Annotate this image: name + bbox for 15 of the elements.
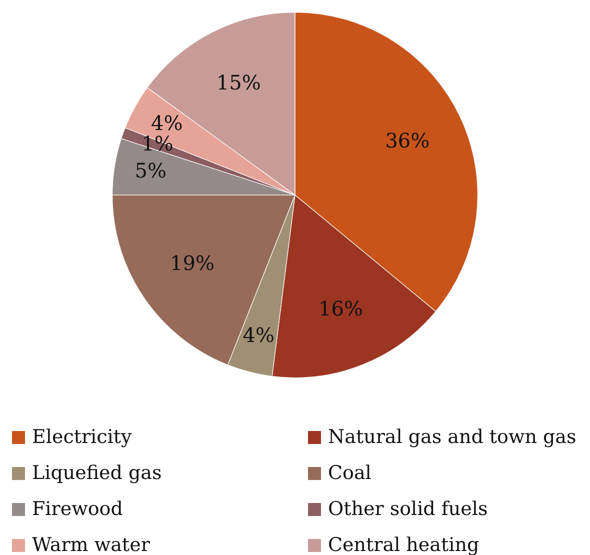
data-label: 4% (242, 322, 275, 347)
legend-label: Electricity (32, 426, 132, 448)
legend-label: Other solid fuels (328, 498, 488, 520)
legend-label: Warm water (32, 534, 150, 555)
data-label: 36% (385, 128, 430, 152)
data-label: 4% (151, 110, 183, 135)
legend-label: Firewood (32, 498, 123, 520)
data-label: 16% (318, 296, 363, 321)
data-label: 15% (216, 70, 261, 95)
legend-label: Central heating (328, 534, 480, 555)
legend-label: Natural gas and town gas (328, 426, 576, 448)
legend-label: Liquefied gas (32, 462, 162, 484)
legend-label: Coal (328, 462, 372, 484)
data-label: 19% (170, 251, 214, 276)
data-label: 5% (134, 158, 167, 182)
